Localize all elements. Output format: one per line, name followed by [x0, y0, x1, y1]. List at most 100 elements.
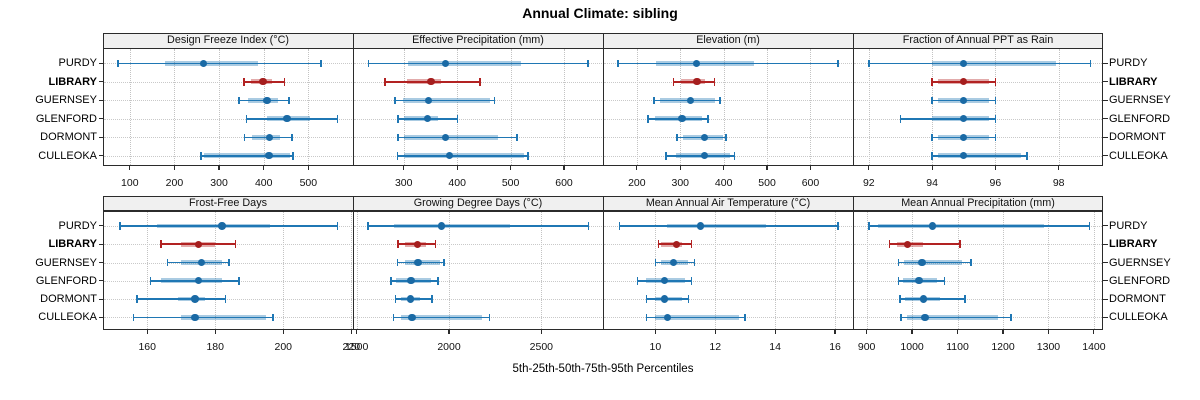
whisker-line — [397, 155, 529, 157]
whisker-cap-low — [618, 222, 621, 230]
station-label-right: LIBRARY — [1109, 75, 1158, 88]
gridline-horizontal — [354, 118, 602, 120]
median-dot — [441, 133, 450, 141]
gridline-horizontal — [854, 280, 1102, 282]
median-dot — [960, 59, 968, 67]
whisker-line — [137, 298, 226, 300]
gridline-vertical — [835, 211, 837, 329]
whisker-cap-high — [493, 96, 496, 105]
whisker-cap-low — [166, 258, 169, 267]
strip-separator — [603, 33, 604, 49]
axis-tick — [766, 165, 768, 170]
whisker-line — [868, 225, 1090, 227]
axis-tick — [448, 329, 450, 334]
station-label-right: LIBRARY — [1109, 238, 1158, 251]
gridline-horizontal — [104, 100, 352, 102]
row-tick-left — [98, 316, 103, 318]
axis-tick — [356, 329, 358, 334]
whisker-cap-low — [117, 59, 119, 68]
panel-separator — [603, 48, 604, 166]
whisker-cap-low — [199, 152, 202, 160]
whisker-cap-low — [119, 222, 121, 230]
whisker-cap-high — [718, 96, 721, 105]
station-label-right: PURDY — [1109, 219, 1148, 232]
axis-tick — [868, 165, 870, 170]
gridline-vertical — [283, 211, 285, 329]
gridline-vertical — [723, 49, 725, 165]
median-dot — [424, 96, 432, 104]
median-dot — [678, 115, 686, 123]
axis-tick-label: 94 — [926, 177, 938, 189]
median-dot — [919, 295, 928, 303]
whisker-cap-high — [1026, 152, 1028, 160]
whisker-line — [932, 155, 1028, 157]
gridline-vertical — [510, 49, 512, 165]
median-dot — [960, 78, 968, 86]
whisker-cap-low — [897, 277, 900, 285]
whisker-cap-low — [245, 115, 248, 123]
strip-title: Growing Degree Days (°C) — [413, 196, 543, 209]
row-tick-left — [98, 225, 103, 227]
whisker-cap-low — [136, 295, 138, 303]
gridline-horizontal — [104, 137, 352, 139]
whisker-line — [648, 118, 709, 120]
whisker-cap-low — [397, 115, 399, 123]
station-label-left: CULLEOKA — [38, 311, 97, 324]
axis-tick — [714, 329, 716, 334]
row-tick-left — [98, 243, 103, 245]
whisker-cap-high — [238, 277, 240, 285]
axis-tick-label: 200 — [165, 177, 184, 189]
median-dot — [960, 96, 968, 104]
row-tick-right — [1103, 136, 1108, 138]
whisker-line — [900, 118, 996, 120]
axis-tick-label: 1500 — [345, 341, 369, 353]
whisker-cap-high — [228, 258, 230, 267]
axis-tick-label: 180 — [206, 341, 224, 353]
row-tick-left — [98, 81, 103, 83]
whisker-line — [618, 62, 838, 65]
median-dot — [437, 222, 446, 230]
row-tick-left — [98, 280, 103, 282]
whisker-cap-high — [336, 222, 339, 230]
whisker-line — [900, 316, 1011, 319]
whisker-cap-high — [587, 222, 590, 230]
whisker-cap-low — [931, 96, 933, 105]
row-tick-left — [98, 99, 103, 101]
gridline-vertical — [147, 211, 149, 329]
whisker-cap-high — [292, 152, 294, 160]
median-dot — [413, 240, 422, 248]
gridline-horizontal — [854, 244, 1102, 246]
panel-separator — [353, 48, 354, 166]
median-dot — [918, 258, 926, 267]
station-label-right: PURDY — [1109, 57, 1148, 70]
row-tick-left — [98, 261, 103, 264]
axis-tick — [350, 329, 352, 334]
whisker-cap-low — [899, 313, 902, 322]
whisker-cap-low — [397, 240, 399, 248]
whisker-cap-low — [654, 258, 657, 267]
median-dot — [441, 59, 450, 67]
strip-title: Design Freeze Index (°C) — [167, 34, 289, 46]
median-dot — [921, 313, 929, 322]
whisker-cap-high — [707, 115, 709, 123]
gridline-horizontal — [604, 118, 852, 120]
gridline-horizontal — [104, 118, 352, 120]
axis-tick — [1093, 329, 1095, 334]
station-label-left: CULLEOKA — [38, 149, 97, 162]
axis-tick — [679, 165, 681, 170]
gridline-vertical — [932, 49, 934, 165]
whisker-cap-low — [647, 115, 649, 123]
row-tick-right — [1103, 243, 1108, 245]
whisker-cap-low — [392, 313, 395, 322]
median-dot — [928, 222, 937, 230]
whisker-cap-high — [994, 96, 997, 105]
median-dot — [407, 277, 415, 285]
row-tick-left — [98, 136, 103, 138]
gridline-vertical — [957, 211, 959, 329]
gridline-vertical — [995, 49, 997, 165]
whisker-cap-low — [390, 277, 392, 285]
whisker-line — [368, 62, 589, 65]
median-dot — [427, 78, 435, 86]
median-dot — [669, 258, 678, 267]
axis-tick — [129, 165, 131, 170]
